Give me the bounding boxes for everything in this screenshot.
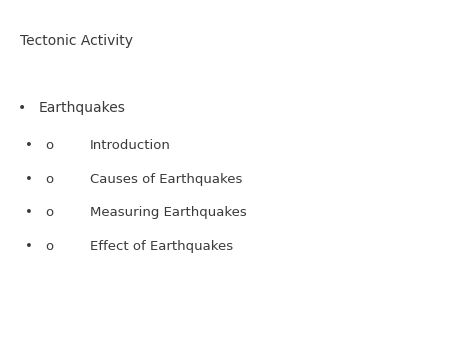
- Text: •: •: [25, 139, 32, 152]
- Text: o: o: [45, 207, 53, 219]
- Text: Tectonic Activity: Tectonic Activity: [20, 33, 133, 48]
- Text: •: •: [25, 240, 32, 253]
- Text: Earthquakes: Earthquakes: [38, 101, 125, 115]
- Text: Measuring Earthquakes: Measuring Earthquakes: [90, 207, 247, 219]
- Text: Introduction: Introduction: [90, 139, 171, 152]
- Text: Effect of Earthquakes: Effect of Earthquakes: [90, 240, 233, 253]
- Text: Causes of Earthquakes: Causes of Earthquakes: [90, 173, 243, 186]
- Text: •: •: [25, 173, 32, 186]
- Text: o: o: [45, 240, 53, 253]
- Text: o: o: [45, 173, 53, 186]
- Text: o: o: [45, 139, 53, 152]
- Text: •: •: [18, 101, 26, 115]
- Text: •: •: [25, 207, 32, 219]
